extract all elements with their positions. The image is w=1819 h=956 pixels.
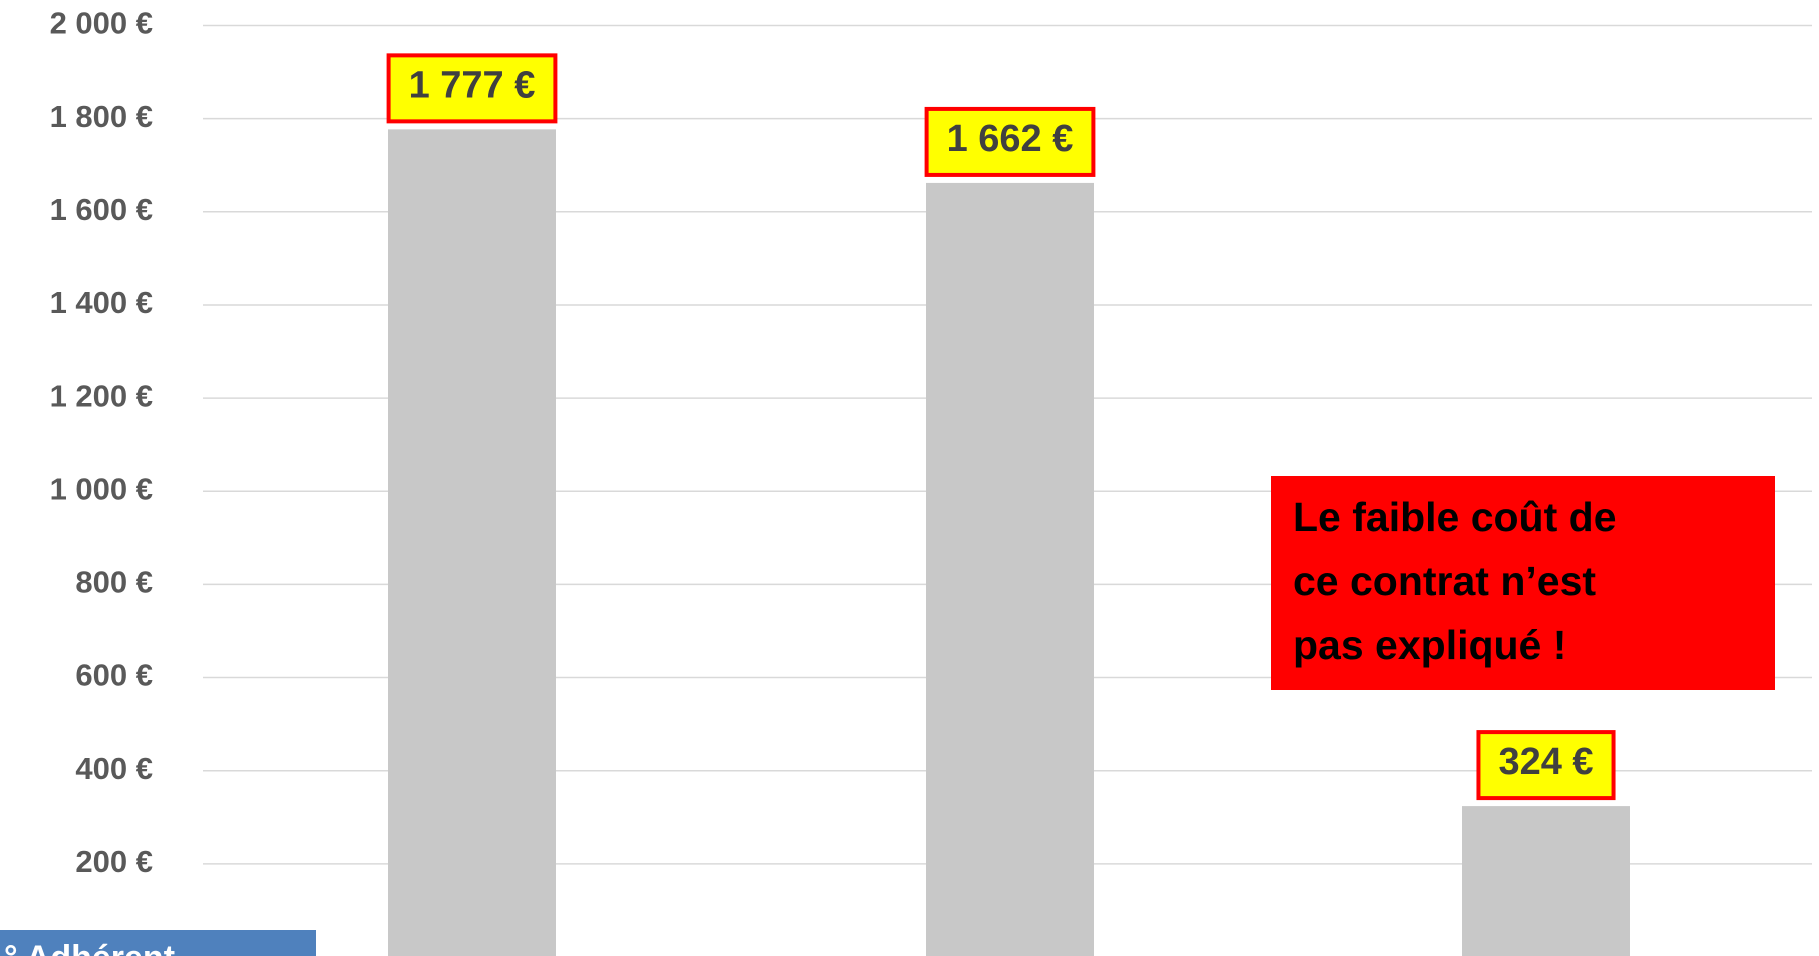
y-tick-label: 400 € xyxy=(75,751,153,786)
y-tick-label: 600 € xyxy=(75,658,153,693)
bar xyxy=(388,129,556,956)
y-tick-label: 1 800 € xyxy=(50,99,153,134)
value-label-box xyxy=(1476,730,1616,801)
value-label-box xyxy=(386,53,558,124)
y-tick-label: 1 400 € xyxy=(50,285,153,320)
y-tick-label: 1 600 € xyxy=(50,192,153,227)
annotation: ce contrat n’est xyxy=(1293,558,1596,604)
value-label: 1 777 € xyxy=(409,64,536,106)
y-tick-label: 2 000 € xyxy=(50,6,153,41)
footer-label: ° Adhérent xyxy=(4,939,175,956)
bar xyxy=(926,182,1094,956)
annotation: Le faible coût de xyxy=(1293,494,1617,540)
annotation-box xyxy=(1271,476,1775,690)
footer-box xyxy=(0,930,316,956)
y-tick-label: 800 € xyxy=(75,565,153,600)
annotation: pas expliqué ! xyxy=(1293,622,1566,668)
value-label: 324 € xyxy=(1498,741,1593,783)
value-label: 1 662 € xyxy=(947,118,1074,160)
value-label-box xyxy=(924,106,1096,177)
y-tick-label: 1 200 € xyxy=(50,378,153,413)
y-tick-label: 1 000 € xyxy=(50,471,153,506)
y-tick-label: 200 € xyxy=(75,844,153,879)
bar xyxy=(1462,806,1630,956)
